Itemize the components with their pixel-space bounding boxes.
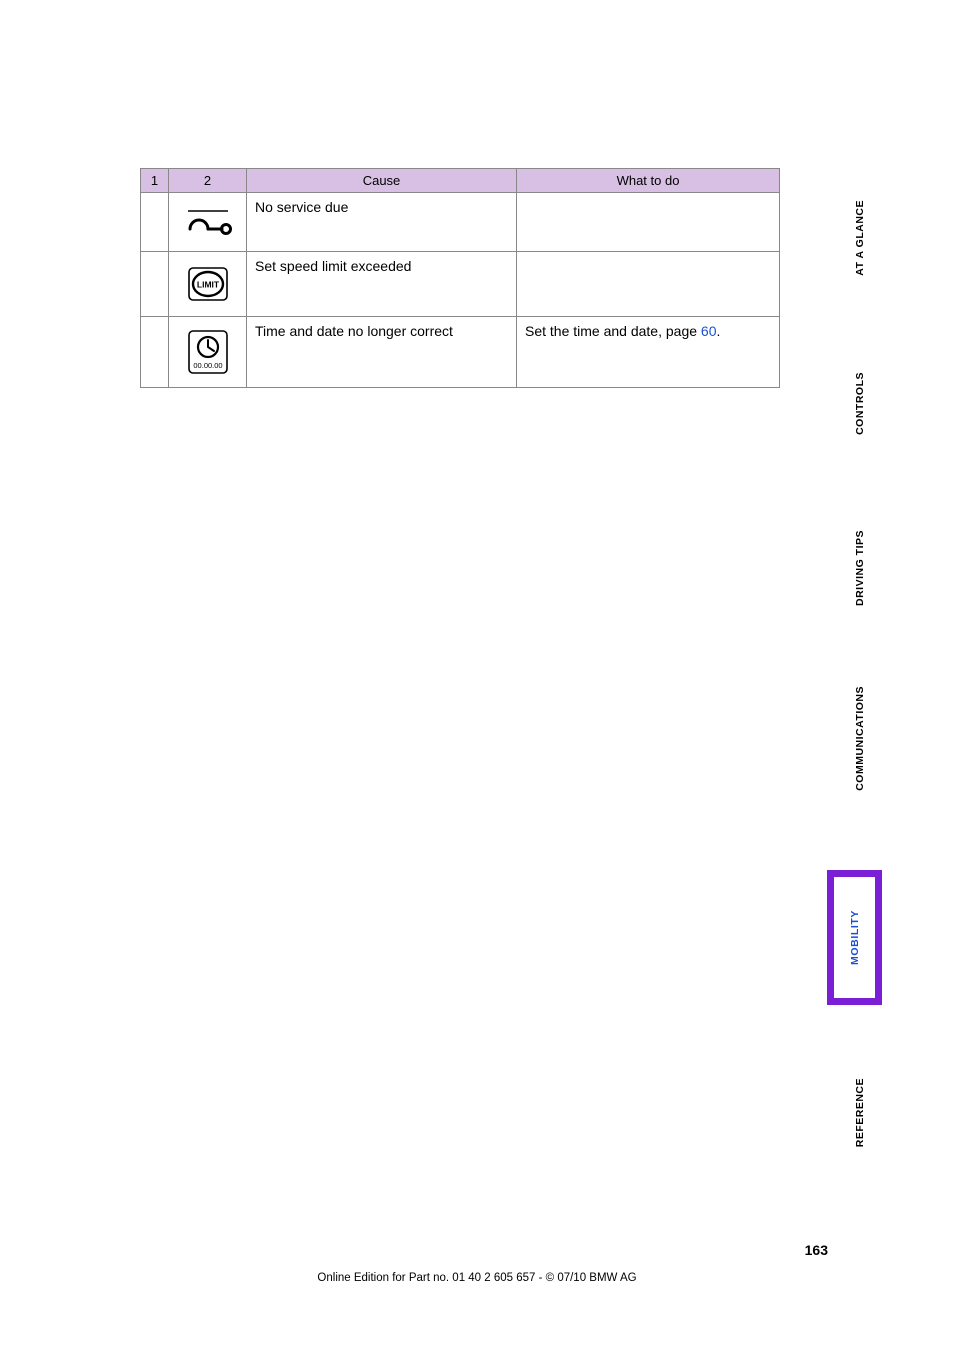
table-row: 00.00.00 Time and date no longer correct… — [141, 317, 780, 388]
rail-communications: COMMUNICATIONS — [854, 686, 866, 791]
rail-at-a-glance: AT A GLANCE — [854, 200, 866, 276]
col-header-cause: Cause — [247, 169, 517, 193]
service-due-icon — [173, 203, 242, 241]
svg-text:LIMIT: LIMIT — [196, 280, 219, 290]
table-row: LIMIT Set speed limit exceeded — [141, 252, 780, 317]
cause-cell: No service due — [247, 193, 517, 252]
col-header-2: 2 — [169, 169, 247, 193]
col-header-whattodo: What to do — [517, 169, 780, 193]
rail-mobility-box: MOBILITY — [827, 870, 882, 1005]
indicator-table: 1 2 Cause What to do — [140, 168, 780, 388]
rail-reference: REFERENCE — [854, 1078, 866, 1147]
rail-mobility: MOBILITY — [849, 910, 861, 965]
table-row: No service due — [141, 193, 780, 252]
svg-text:00.00.00: 00.00.00 — [193, 361, 222, 370]
col-header-1: 1 — [141, 169, 169, 193]
time-date-icon: 00.00.00 — [173, 327, 242, 377]
speed-limit-icon: LIMIT — [173, 262, 242, 306]
whattodo-cell — [517, 252, 780, 317]
cause-cell: Set speed limit exceeded — [247, 252, 517, 317]
page-number: 163 — [805, 1242, 828, 1258]
whattodo-cell — [517, 193, 780, 252]
rail-controls: CONTROLS — [854, 372, 866, 435]
cause-cell: Time and date no longer correct — [247, 317, 517, 388]
rail-driving-tips: DRIVING TIPS — [854, 530, 866, 606]
page-link[interactable]: 60 — [701, 323, 717, 339]
whattodo-cell: Set the time and date, page 60. — [517, 317, 780, 388]
footer-text: Online Edition for Part no. 01 40 2 605 … — [0, 1272, 954, 1284]
